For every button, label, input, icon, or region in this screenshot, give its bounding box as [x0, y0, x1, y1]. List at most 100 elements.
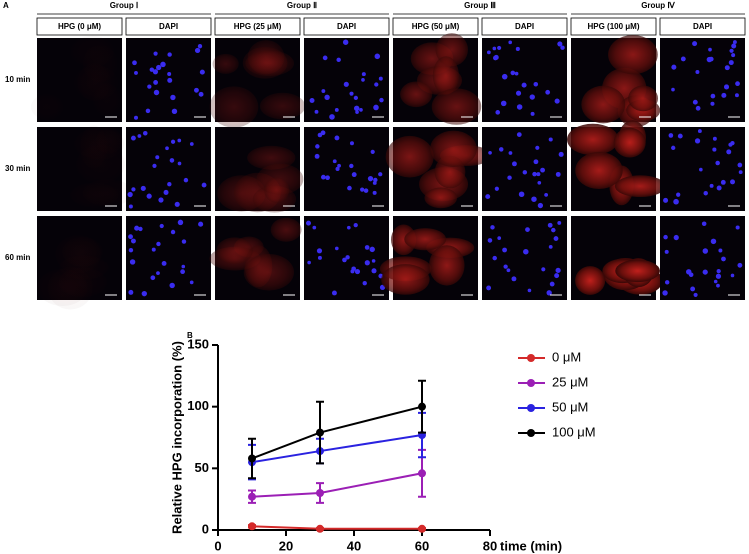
- nucleus: [322, 55, 328, 61]
- cell-stain: [55, 235, 101, 273]
- cell-stain: [424, 187, 458, 209]
- nucleus: [373, 104, 379, 111]
- nucleus: [145, 108, 151, 114]
- nucleus: [315, 144, 320, 149]
- panel-label: A: [3, 1, 9, 10]
- nucleus: [156, 64, 162, 71]
- nucleus: [353, 105, 360, 112]
- nucleus: [529, 94, 535, 100]
- nucleus: [194, 87, 199, 93]
- nucleus: [662, 290, 668, 296]
- cell-stain: [270, 217, 302, 242]
- nucleus: [695, 70, 700, 75]
- nucleus: [181, 264, 186, 269]
- nucleus: [152, 163, 157, 169]
- legend-marker: [527, 379, 535, 387]
- nucleus: [194, 47, 201, 54]
- nucleus: [735, 225, 740, 230]
- nucleus: [372, 181, 377, 185]
- nucleus: [128, 234, 133, 240]
- nucleus: [197, 44, 203, 49]
- nucleus: [724, 65, 730, 71]
- nucleus: [151, 247, 156, 252]
- nucleus: [535, 145, 540, 150]
- nucleus: [723, 84, 730, 90]
- nucleus: [540, 167, 545, 173]
- nucleus: [537, 202, 544, 209]
- nucleus: [140, 185, 146, 191]
- micrograph: [37, 216, 122, 300]
- nucleus: [146, 193, 152, 199]
- nucleus: [710, 101, 715, 106]
- nucleus: [312, 225, 317, 230]
- nucleus: [544, 192, 549, 197]
- cell-stain: [71, 36, 114, 67]
- nucleus: [726, 149, 732, 155]
- nucleus: [557, 41, 563, 47]
- cell-stain: [216, 237, 253, 264]
- nucleus: [153, 79, 159, 85]
- data-point: [316, 524, 324, 533]
- nucleus: [522, 170, 528, 175]
- cell-stain: [245, 50, 295, 77]
- cell-stain: [575, 152, 623, 189]
- nucleus: [547, 222, 553, 228]
- nucleus: [320, 174, 326, 180]
- nucleus: [516, 104, 523, 110]
- nucleus: [331, 290, 337, 296]
- micrograph: [660, 216, 745, 300]
- nucleus: [510, 70, 516, 76]
- nucleus: [701, 221, 707, 227]
- nucleus: [516, 132, 522, 137]
- row-label: 60 min: [5, 253, 30, 262]
- nucleus: [499, 147, 504, 152]
- cell-stain: [581, 85, 626, 124]
- cell-stain: [608, 35, 658, 75]
- cell-stain: [243, 253, 295, 291]
- nucleus: [694, 138, 701, 144]
- cell-stain: [93, 84, 120, 116]
- nucleus: [663, 197, 669, 203]
- nucleus: [316, 248, 323, 254]
- nucleus: [177, 219, 184, 226]
- panel-label: B: [187, 331, 193, 340]
- nucleus: [199, 69, 205, 75]
- nucleus: [170, 229, 176, 235]
- nucleus: [721, 92, 727, 98]
- nucleus: [150, 275, 156, 281]
- x-tick-label: 40: [347, 538, 361, 553]
- nucleus: [703, 190, 708, 196]
- micrograph: [482, 127, 567, 211]
- series-line: [251, 472, 423, 498]
- cell-stain: [96, 127, 122, 153]
- nucleus: [370, 149, 375, 154]
- nucleus: [167, 182, 172, 187]
- nucleus: [676, 192, 681, 197]
- nucleus: [712, 136, 717, 141]
- nucleus: [170, 94, 176, 101]
- nucleus: [729, 48, 734, 53]
- nucleus: [695, 105, 701, 111]
- nucleus: [335, 166, 340, 172]
- nucleus: [671, 145, 676, 151]
- column-header-box: [570, 17, 657, 36]
- nucleus: [363, 188, 369, 193]
- nucleus: [731, 53, 736, 58]
- nucleus: [512, 161, 517, 167]
- nucleus: [713, 279, 718, 284]
- nucleus: [342, 257, 347, 263]
- nucleus: [169, 158, 175, 163]
- nucleus: [533, 81, 539, 87]
- nucleus: [180, 269, 185, 275]
- nucleus: [128, 289, 134, 295]
- cell-stain: [212, 53, 239, 74]
- nucleus: [732, 40, 737, 45]
- nucleus: [716, 185, 722, 191]
- nucleus: [546, 290, 552, 296]
- nucleus: [728, 142, 733, 147]
- x-tick-label: 20: [279, 538, 293, 553]
- row-label: 30 min: [5, 164, 30, 173]
- nucleus: [557, 220, 562, 225]
